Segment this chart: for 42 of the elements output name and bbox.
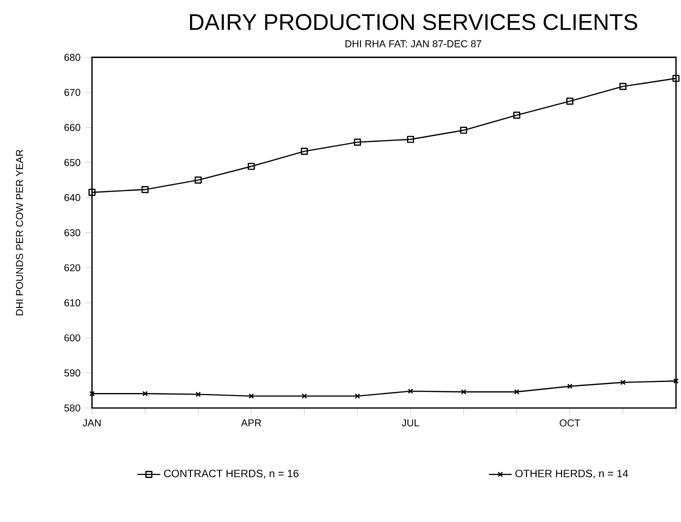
point [407,136,414,143]
y-tick-label: 580 [64,404,80,412]
y-tick-label: 610 [64,299,80,306]
point [672,74,680,82]
point [354,138,361,146]
point [619,82,626,90]
x-tick-label: JUL [402,419,420,426]
point [514,389,520,395]
y-axis-title: DHI POUNDS PER COW PER YEAR [16,150,24,316]
legend-label: OTHER HERDS, n = 14 [515,470,628,479]
point [142,186,149,194]
y-tick-label: 600 [64,334,80,342]
point [566,98,574,105]
point [248,393,254,399]
point [408,388,414,394]
x-tick-label: APR [241,419,262,426]
point [194,176,202,184]
point [460,126,468,134]
point [460,389,466,395]
point [567,384,572,389]
point [142,390,148,396]
point [302,393,308,399]
point [620,380,626,386]
point [513,112,520,119]
y-tick-label: 620 [64,264,80,272]
chart-subtitle: DHI RHA FAT: JAN 87-DEC 87 [345,40,482,48]
x-tick-label: OCT [560,419,580,426]
y-tick-label: 640 [64,194,80,202]
point [354,393,360,399]
point [196,392,201,397]
y-tick-label: 650 [64,158,80,166]
y-tick-label: 590 [64,369,80,376]
chart-title: DAIRY PRODUCTION SERVICES CLIENTS [190,14,638,30]
point [248,162,255,170]
y-tick-label: 670 [64,88,80,96]
point [88,188,96,196]
point [300,148,308,155]
y-tick-label: 630 [64,229,80,236]
x-tick-label: JAN [82,419,101,426]
y-tick-label: 680 [64,54,80,61]
legend-label: CONTRACT HERDS, n = 16 [164,470,298,479]
y-tick-label: 660 [64,124,80,132]
